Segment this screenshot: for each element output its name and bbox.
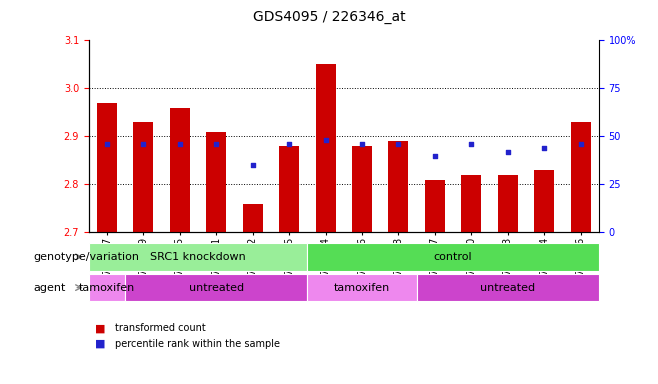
Text: control: control	[434, 252, 472, 262]
Text: untreated: untreated	[189, 283, 244, 293]
Point	[539, 145, 549, 151]
Bar	[97, 103, 117, 232]
Bar	[570, 122, 591, 232]
Text: tamoxifen: tamoxifen	[334, 283, 390, 293]
Point	[320, 137, 331, 143]
Text: ■: ■	[95, 323, 106, 333]
Bar	[243, 204, 263, 232]
Point	[211, 141, 222, 147]
Point	[138, 141, 149, 147]
Text: untreated: untreated	[480, 283, 535, 293]
Point	[393, 141, 404, 147]
Bar	[170, 108, 190, 232]
Bar	[352, 146, 372, 232]
Text: percentile rank within the sample: percentile rank within the sample	[115, 339, 280, 349]
Text: ■: ■	[95, 339, 106, 349]
Point	[503, 149, 513, 155]
Bar	[534, 170, 554, 232]
Text: GDS4095 / 226346_at: GDS4095 / 226346_at	[253, 10, 405, 23]
Bar	[425, 180, 445, 232]
Bar	[279, 146, 299, 232]
Point	[247, 162, 258, 168]
Bar	[134, 122, 153, 232]
Bar	[316, 65, 336, 232]
Point	[284, 141, 294, 147]
Point	[102, 141, 113, 147]
Text: tamoxifen: tamoxifen	[79, 283, 135, 293]
Text: genotype/variation: genotype/variation	[33, 252, 139, 262]
Point	[430, 152, 440, 159]
Text: transformed count: transformed count	[115, 323, 206, 333]
Bar	[388, 141, 409, 232]
Bar	[207, 131, 226, 232]
Bar	[461, 175, 481, 232]
Bar	[497, 175, 518, 232]
Point	[174, 141, 185, 147]
Point	[466, 141, 476, 147]
Text: agent: agent	[33, 283, 65, 293]
Text: SRC1 knockdown: SRC1 knockdown	[150, 252, 246, 262]
Point	[575, 141, 586, 147]
Point	[357, 141, 367, 147]
